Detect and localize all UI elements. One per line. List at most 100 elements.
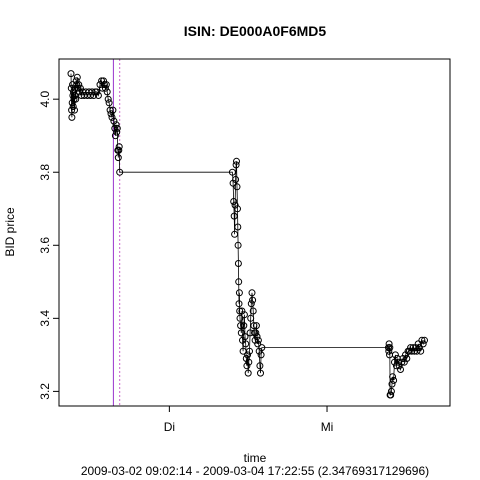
data-point	[419, 340, 427, 348]
data-point	[231, 230, 239, 238]
data-point	[115, 146, 123, 154]
data-point	[405, 347, 413, 355]
data-point	[385, 347, 393, 355]
data-point	[387, 391, 395, 399]
x-tick-label: Mi	[321, 420, 334, 434]
data-point	[417, 347, 425, 355]
data-point	[247, 300, 255, 308]
data-point	[387, 387, 395, 395]
data-point	[113, 124, 121, 132]
data-point	[101, 84, 109, 92]
data-point	[71, 92, 79, 99]
data-point	[105, 99, 113, 107]
data-point	[397, 366, 404, 373]
data-point	[414, 340, 422, 348]
data-point	[68, 99, 76, 107]
data-point	[252, 322, 260, 330]
data-point	[403, 355, 411, 362]
data-point	[100, 81, 108, 89]
data-point	[103, 88, 111, 96]
data-point	[245, 358, 253, 366]
data-point	[72, 95, 80, 103]
data-point	[99, 84, 106, 92]
data-point	[236, 314, 244, 322]
data-point	[235, 289, 243, 297]
data-point	[237, 329, 245, 337]
data-point	[104, 95, 112, 103]
data-point	[73, 81, 81, 89]
data-point	[76, 84, 84, 92]
data-point	[114, 154, 122, 162]
data-point	[418, 336, 426, 344]
data-point	[234, 241, 242, 249]
data-point	[75, 81, 83, 89]
data-point	[391, 351, 399, 359]
data-point	[67, 84, 75, 92]
data-point	[252, 329, 260, 337]
data-point	[106, 106, 114, 114]
data-point	[408, 347, 416, 355]
data-point	[234, 223, 242, 231]
y-tick-label: 4.0	[38, 91, 52, 108]
data-point	[93, 88, 101, 96]
data-point	[73, 73, 81, 81]
data-point	[228, 168, 236, 176]
data-point	[247, 314, 255, 322]
x-tick-label: Di	[164, 420, 175, 434]
x-axis-label: time	[244, 451, 267, 465]
data-point	[257, 369, 264, 377]
data-point	[111, 132, 119, 140]
data-point	[94, 92, 102, 99]
data-point	[250, 322, 258, 330]
data-point	[248, 289, 256, 297]
data-point	[257, 351, 265, 359]
data-point	[249, 296, 257, 304]
data-point	[232, 161, 240, 169]
data-point	[68, 113, 76, 121]
y-tick-label: 3.8	[38, 164, 52, 181]
data-point	[108, 113, 116, 121]
data-point	[71, 84, 79, 92]
chart-title: ISIN: DE000A0F6MD5	[184, 23, 327, 39]
data-point	[87, 92, 94, 99]
data-point	[421, 336, 428, 344]
data-point	[256, 362, 264, 370]
data-point	[68, 106, 76, 114]
y-tick-label: 3.4	[38, 310, 52, 327]
data-point	[241, 333, 249, 341]
data-point	[112, 121, 120, 129]
series-line	[70, 73, 425, 396]
data-point	[388, 380, 396, 388]
data-point	[249, 307, 257, 315]
data-point	[234, 260, 242, 267]
data-point	[389, 373, 397, 381]
data-point	[235, 278, 243, 286]
data-point	[244, 369, 252, 377]
data-point	[240, 322, 248, 330]
data-point	[74, 84, 82, 92]
data-point	[111, 124, 119, 132]
data-point	[407, 344, 415, 352]
data-point	[258, 344, 266, 352]
data-point	[232, 176, 240, 183]
data-point	[392, 362, 400, 370]
data-point	[88, 88, 96, 96]
data-point	[246, 347, 253, 355]
data-point	[398, 358, 406, 366]
data-point	[234, 205, 241, 213]
data-point	[236, 307, 244, 315]
y-axis: 3.2 3.4 3.6 3.8 4.0	[38, 91, 59, 400]
data-point	[243, 362, 251, 370]
data-point	[415, 344, 423, 352]
y-tick-label: 3.6	[38, 237, 52, 254]
data-point	[230, 198, 238, 205]
data-point	[386, 344, 394, 352]
data-point	[71, 106, 78, 114]
data-point	[253, 333, 261, 341]
data-point	[107, 110, 115, 118]
data-point	[231, 201, 239, 209]
data-point	[254, 336, 262, 344]
data-point	[240, 311, 248, 319]
data-point	[254, 340, 262, 348]
